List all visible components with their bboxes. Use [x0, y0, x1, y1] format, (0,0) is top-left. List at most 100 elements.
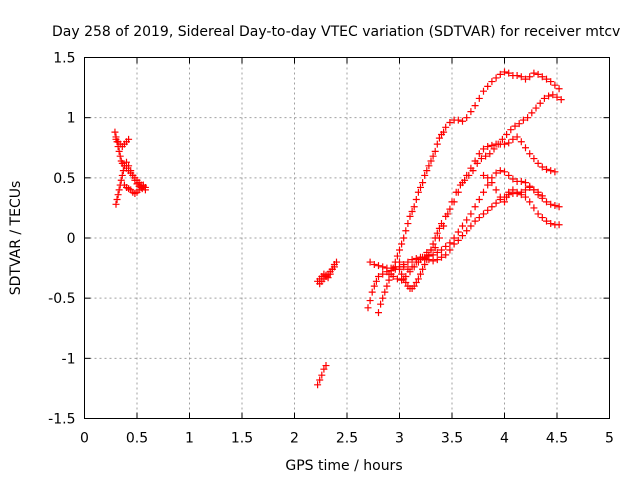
- data-point: [509, 186, 517, 194]
- data-point: [473, 159, 481, 167]
- data-point: [501, 198, 508, 206]
- data-point: [118, 171, 126, 179]
- data-point: [398, 240, 406, 248]
- data-point: [534, 210, 542, 218]
- data-point: [471, 102, 479, 110]
- data-point: [446, 246, 454, 254]
- data-point: [385, 270, 393, 278]
- data-point: [111, 128, 119, 136]
- data-point: [366, 258, 374, 266]
- data-point: [534, 159, 542, 167]
- data-point: [454, 236, 462, 244]
- data-point: [488, 179, 496, 187]
- data-point: [425, 162, 433, 170]
- x-tick-label: 3: [395, 431, 404, 447]
- x-tick-label: 3.5: [441, 431, 463, 447]
- data-point: [379, 294, 387, 302]
- data-point: [402, 273, 410, 281]
- data-point: [475, 150, 483, 158]
- data-point: [543, 217, 550, 225]
- data-point: [454, 228, 462, 236]
- data-point: [480, 171, 487, 179]
- data-point: [501, 68, 508, 76]
- x-tick-label: 1.5: [231, 431, 253, 447]
- data-point: [484, 181, 492, 189]
- data-point: [557, 96, 565, 104]
- data-point: [381, 288, 389, 296]
- data-point: [417, 183, 424, 191]
- data-point: [400, 263, 408, 271]
- y-tick-label: 0.5: [53, 171, 75, 187]
- series-track-2: [112, 158, 149, 208]
- data-point: [396, 265, 403, 273]
- data-point: [370, 282, 378, 290]
- data-point: [435, 234, 443, 242]
- data-point: [421, 260, 429, 268]
- data-point: [540, 94, 548, 102]
- data-point: [444, 210, 452, 218]
- data-point: [492, 74, 500, 82]
- data-point: [431, 147, 439, 155]
- data-point: [480, 210, 487, 218]
- data-point: [421, 254, 429, 262]
- data-point: [129, 171, 137, 179]
- data-point: [404, 265, 412, 273]
- data-point: [538, 192, 546, 200]
- data-point: [435, 134, 443, 142]
- data-point: [423, 167, 431, 175]
- data-point: [475, 195, 483, 203]
- data-point: [463, 227, 471, 235]
- series-track-5: [316, 263, 338, 288]
- data-point: [127, 167, 135, 175]
- data-point: [372, 277, 380, 285]
- x-tick-label: 0.5: [126, 431, 148, 447]
- data-point: [364, 304, 372, 312]
- series-track-12: [480, 171, 546, 206]
- data-point: [377, 300, 385, 308]
- x-axis-ticks: 0 0.5 1 1.5 2 2.5 3 3.5 4 4.5 5: [80, 57, 614, 447]
- data-point: [467, 222, 475, 230]
- data-point: [454, 116, 462, 124]
- grid: [84, 57, 610, 419]
- data-point: [114, 191, 122, 199]
- data-point: [119, 167, 127, 175]
- data-points: [111, 68, 565, 389]
- data-point: [484, 174, 492, 182]
- data-point: [469, 167, 477, 175]
- data-point: [519, 116, 527, 124]
- data-point: [522, 179, 529, 187]
- data-point: [125, 135, 133, 143]
- y-tick-label: 0: [67, 231, 76, 247]
- data-point: [538, 214, 546, 222]
- data-point: [543, 198, 550, 206]
- data-point: [366, 297, 374, 305]
- data-point: [423, 248, 431, 256]
- data-point: [503, 131, 511, 139]
- x-tick-label: 4: [500, 431, 509, 447]
- data-point: [320, 365, 328, 373]
- data-point: [496, 167, 504, 175]
- data-point: [492, 169, 500, 177]
- data-point: [429, 240, 437, 248]
- series-track-11: [396, 189, 563, 273]
- data-point: [417, 256, 424, 264]
- data-point: [505, 69, 513, 77]
- data-point: [471, 203, 479, 211]
- data-point: [400, 234, 408, 242]
- data-point: [555, 85, 563, 93]
- data-point: [125, 162, 133, 170]
- data-point: [467, 210, 475, 218]
- data-point: [402, 227, 410, 235]
- data-point: [452, 188, 460, 196]
- data-point: [385, 276, 393, 284]
- data-point: [490, 145, 498, 153]
- data-point: [427, 157, 435, 165]
- data-point: [507, 126, 515, 134]
- data-point: [517, 73, 525, 81]
- data-point: [484, 82, 492, 90]
- data-point: [410, 203, 418, 211]
- data-point: [368, 288, 376, 296]
- data-point: [370, 260, 378, 268]
- data-point: [543, 165, 550, 173]
- data-point: [530, 69, 538, 77]
